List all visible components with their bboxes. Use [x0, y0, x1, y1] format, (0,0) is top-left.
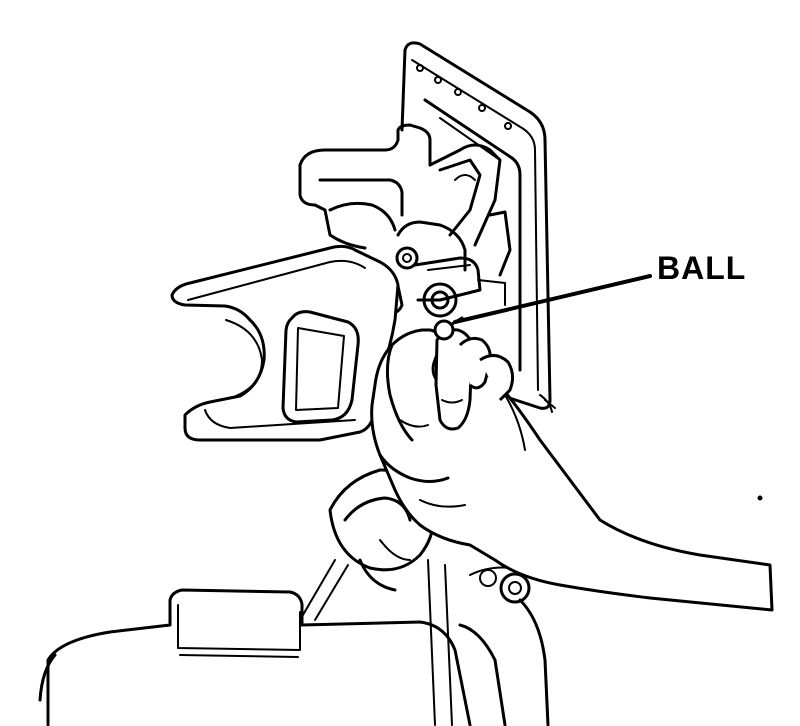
ball-callout-label: BALL — [657, 250, 747, 286]
shift-mechanism — [298, 123, 512, 318]
transmission-case — [38, 495, 763, 726]
hand — [370, 319, 774, 612]
top-cover-plate — [400, 41, 556, 413]
ball-leader-line — [450, 274, 652, 326]
shift-fork — [170, 244, 400, 442]
